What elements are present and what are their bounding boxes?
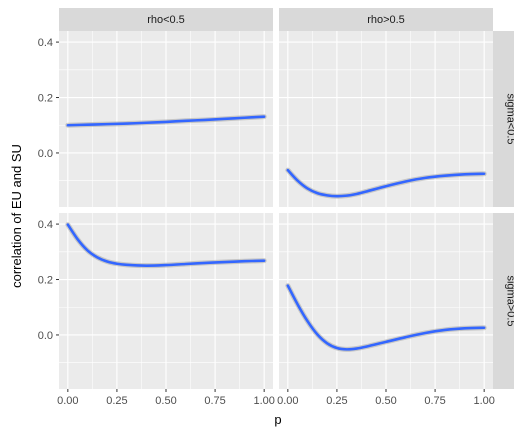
y-tick-label: 0.0: [38, 330, 53, 342]
panels-layer: [59, 31, 493, 389]
x-axis-title: p: [274, 412, 281, 427]
smooth-line: [286, 168, 486, 198]
panel-rho<0.5-sigma>0.5: [59, 213, 273, 389]
column-strip: [279, 8, 493, 31]
x-tick-label: 0.50: [375, 395, 396, 407]
x-tick-label: 0.50: [155, 395, 176, 407]
y-axis-title: correlation of EU and SU: [9, 144, 24, 288]
smooth-line: [66, 223, 266, 267]
x-tick-label: 0.75: [204, 395, 225, 407]
row-strip: [493, 213, 514, 389]
y-tick-label: 0.4: [38, 37, 53, 49]
y-tick-label: 0.0: [38, 148, 53, 160]
y-tick-label: 0.4: [38, 219, 53, 231]
x-tick-label: 0.75: [424, 395, 445, 407]
column-strip-label: rho>0.5: [367, 14, 405, 26]
x-tick-label: 0.00: [57, 395, 78, 407]
x-tick-label: 1.00: [473, 395, 494, 407]
row-strip-label: sigma>0.5: [505, 275, 514, 326]
y-tick-label: 0.2: [38, 275, 53, 287]
smooth-line: [286, 284, 486, 351]
facet-strips: rho<0.5 rho>0.5 sigma<0.5 sigma>0.5: [59, 8, 514, 389]
panel-rho>0.5-sigma<0.5: [279, 31, 493, 207]
column-strip-label: rho<0.5: [147, 14, 185, 26]
x-tick-label: 0.25: [326, 395, 347, 407]
smooth-line: [66, 115, 266, 127]
panel-rho>0.5-sigma>0.5: [279, 213, 493, 389]
x-tick-label: 0.00: [277, 395, 298, 407]
x-tick-label: 1.00: [253, 395, 274, 407]
row-strip-label: sigma<0.5: [505, 93, 514, 144]
column-strip: [59, 8, 273, 31]
row-strip: [493, 31, 514, 207]
axes: 0.00.20.40.00.20.40.00 0.25 0.50 0.75 1.00 0.…: [38, 37, 495, 407]
y-tick-label: 0.2: [38, 93, 53, 105]
panel-rho<0.5-sigma<0.5: [59, 31, 273, 207]
x-tick-label: 0.25: [106, 395, 127, 407]
